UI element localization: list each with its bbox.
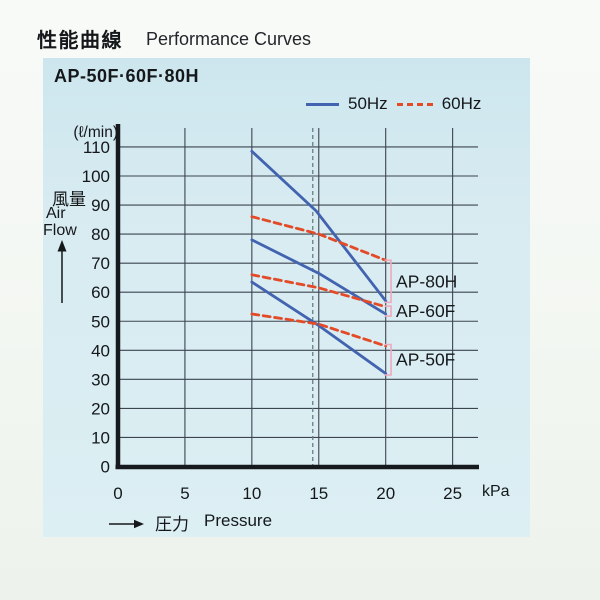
series-label-ap-80h: AP-80H (396, 271, 457, 291)
x-tick-5: 5 (180, 484, 189, 503)
x-axis-label-en: Pressure (204, 511, 273, 530)
series-label-ap-60f: AP-60F (396, 301, 455, 321)
legend-60hz-line-swatch (396, 102, 433, 106)
x-tick-15: 15 (309, 484, 328, 503)
axes (115, 124, 479, 470)
x-axis-unit: kPa (482, 483, 510, 500)
chart-panel: AP-50F·60F·80H 50Hz 60Hz (43, 58, 530, 537)
x-axis-label-jp: 圧力 (155, 515, 189, 534)
curve-ap-50f-50hz (250, 280, 388, 375)
curve-ap-60f-60hz (250, 273, 388, 309)
y-axis-label-en-air: Air (46, 205, 66, 222)
y-tick-60: 60 (91, 283, 110, 302)
curve-ap-80h-50hz (250, 149, 388, 303)
legend-50hz-line-swatch (306, 102, 339, 106)
legend-50hz-label: 50Hz (348, 94, 388, 113)
y-tick-90: 90 (91, 196, 110, 215)
y-tick-10: 10 (91, 428, 110, 447)
y-tick-100: 100 (82, 167, 110, 186)
air-flow-up-arrow-icon (57, 240, 67, 303)
page-title-en: Performance Curves (146, 29, 312, 49)
page-title-jp: 性能曲線 (37, 30, 123, 52)
curve-ap-50f-60hz (250, 312, 388, 348)
legend-60hz-label: 60Hz (441, 94, 482, 113)
x-tick-25: 25 (443, 484, 462, 503)
model-label: AP-50F·60F·80H (54, 66, 200, 86)
curve-ap-80h-60hz (250, 215, 388, 262)
y-axis-label-en-flow: Flow (43, 222, 77, 239)
y-tick-70: 70 (91, 254, 110, 273)
x-tick-20: 20 (376, 484, 395, 503)
tick-labels: 0 10 20 30 40 50 60 70 80 90 100 110 0 5 10 15 20 25 (82, 138, 462, 503)
y-tick-20: 20 (91, 399, 110, 418)
curve-lines (250, 149, 388, 375)
bracket-annotations: AP-80H AP-60F AP-50F (384, 259, 457, 376)
x-tick-0: 0 (113, 484, 122, 503)
y-tick-50: 50 (91, 312, 110, 331)
pressure-right-arrow-icon (109, 519, 144, 529)
y-tick-110: 110 (83, 138, 110, 157)
y-tick-0: 0 (101, 458, 110, 477)
x-tick-10: 10 (242, 484, 261, 503)
series-label-ap-50f: AP-50F (396, 350, 455, 370)
y-tick-40: 40 (91, 341, 110, 360)
y-axis-unit: (ℓ/min) (73, 124, 118, 141)
legend: 50Hz 60Hz (306, 94, 481, 114)
y-tick-30: 30 (91, 370, 110, 389)
y-tick-80: 80 (91, 225, 110, 244)
y-axis-label-jp: 風量 (52, 190, 86, 209)
grid-lines (118, 128, 478, 467)
